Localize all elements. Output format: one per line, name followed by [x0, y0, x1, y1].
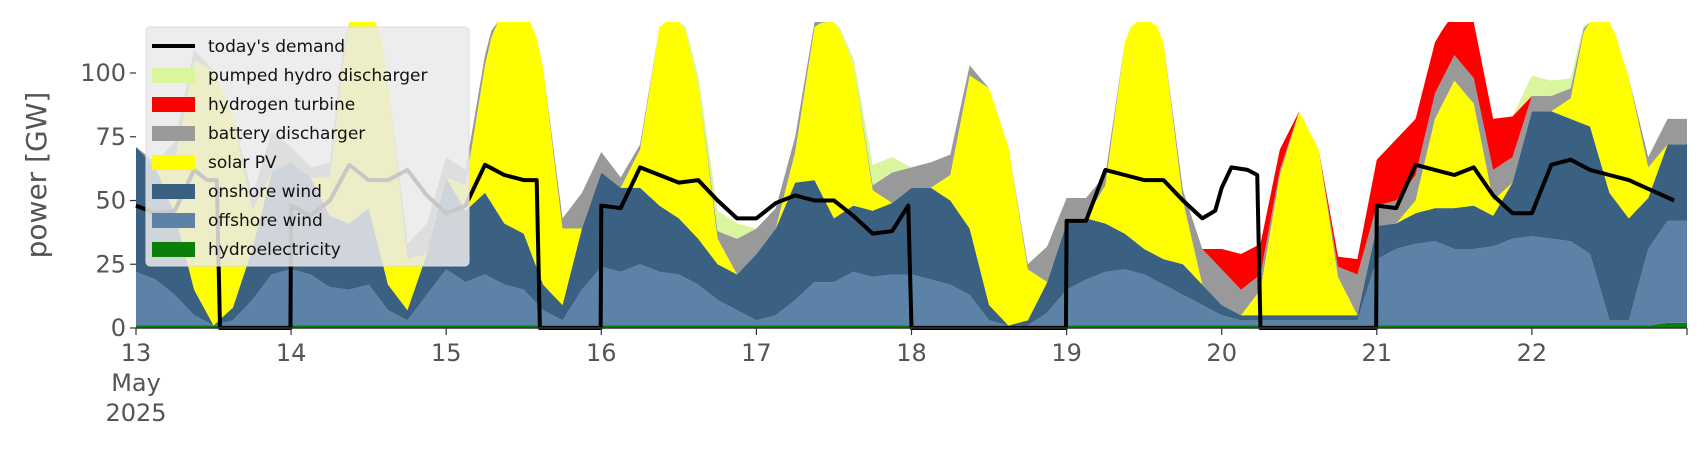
area-offshore-wind	[136, 220, 1687, 326]
x-tick-label: 15	[431, 339, 462, 367]
y-ticks: 0 25 50 75 100	[80, 59, 136, 342]
x-tick-sublabel: May	[111, 369, 161, 397]
area-onshore-wind	[136, 111, 1687, 326]
x-tick-label: 19	[1051, 339, 1082, 367]
legend-swatch	[152, 242, 195, 257]
x-tick-sublabel: 2025	[105, 399, 166, 427]
legend-swatch	[152, 126, 195, 141]
area-battery-discharger	[136, 22, 1687, 316]
legend-box	[145, 26, 470, 267]
x-tick-label: 18	[896, 339, 927, 367]
y-tick-label: 0	[111, 314, 126, 342]
legend-label: offshore wind	[208, 211, 323, 231]
legend-label: solar PV	[208, 153, 277, 173]
legend-label: hydroelectricity	[208, 240, 341, 260]
x-tick-label: 22	[1517, 339, 1548, 367]
legend: today's demand pumped hydro discharger hyd…	[145, 26, 470, 267]
x-tick-label: 16	[586, 339, 617, 367]
legend-swatch	[152, 213, 195, 228]
legend-swatch	[152, 68, 195, 83]
x-tick-label: 14	[276, 339, 307, 367]
x-tick-label: 17	[741, 339, 772, 367]
x-tick-label: 13	[121, 339, 152, 367]
legend-swatch	[152, 97, 195, 112]
legend-label: battery discharger	[208, 124, 365, 144]
x-tick-label: 21	[1362, 339, 1393, 367]
legend-label: onshore wind	[208, 182, 322, 202]
y-tick-label: 75	[95, 123, 126, 151]
y-axis-label: power [GW]	[20, 92, 53, 259]
legend-swatch	[152, 184, 195, 199]
legend-swatch	[152, 155, 195, 170]
y-tick-label: 50	[95, 187, 126, 215]
y-tick-label: 25	[95, 250, 126, 278]
area-solar-pv	[136, 22, 1687, 326]
legend-label: pumped hydro discharger	[208, 66, 427, 86]
legend-label: hydrogen turbine	[208, 95, 355, 115]
legend-label: today's demand	[208, 37, 345, 57]
y-tick-label: 100	[80, 59, 126, 87]
x-tick-label: 20	[1206, 339, 1237, 367]
